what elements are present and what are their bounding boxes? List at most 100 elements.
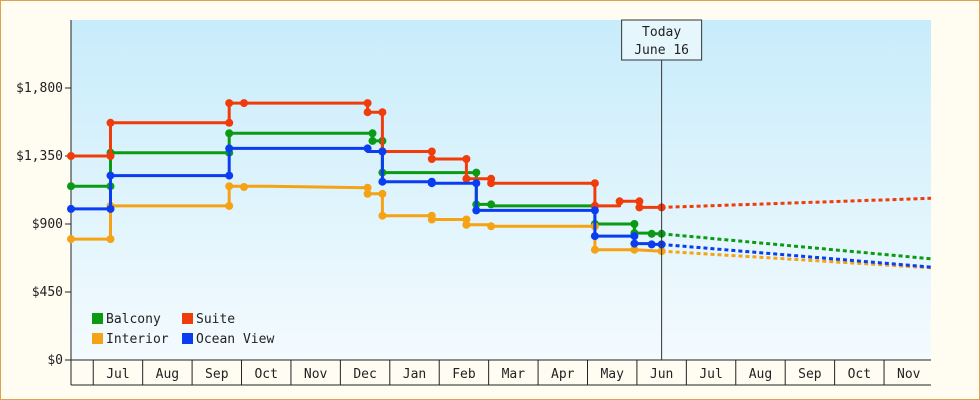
x-tick-label-sep: Sep — [205, 367, 229, 382]
legend-item-suite[interactable]: Suite — [182, 311, 235, 329]
data-point-interior[interactable] — [240, 183, 248, 191]
data-point-interior[interactable] — [225, 201, 234, 210]
data-point-balcony[interactable] — [67, 182, 75, 191]
data-point-interior[interactable] — [427, 215, 436, 224]
data-point-suite[interactable] — [106, 118, 115, 127]
x-tick-label-nov: Nov — [897, 367, 921, 382]
data-point-suite[interactable] — [635, 197, 644, 206]
y-tick-label: $450 — [32, 285, 63, 300]
data-point-ocean-view[interactable] — [378, 177, 387, 186]
x-tick-label-jan: Jan — [403, 367, 426, 382]
data-point-ocean-view[interactable] — [225, 171, 234, 180]
data-point-interior[interactable] — [378, 211, 387, 220]
data-point-interior[interactable] — [225, 182, 234, 191]
data-point-ocean-view[interactable] — [472, 206, 481, 215]
data-point-suite[interactable] — [67, 152, 75, 160]
data-point-ocean-view[interactable] — [647, 240, 656, 249]
data-point-balcony[interactable] — [225, 129, 234, 138]
data-point-interior[interactable] — [363, 189, 372, 198]
data-point-interior[interactable] — [487, 222, 496, 231]
data-point-ocean-view[interactable] — [590, 232, 599, 241]
data-point-suite[interactable] — [378, 108, 387, 117]
legend-label-interior: Interior — [106, 332, 169, 347]
x-axis: Jul Aug Sep Oct Nov Dec Jan Feb Mar Apr May Jun Jul A… — [71, 359, 931, 386]
today-marker: Today June 16 — [621, 19, 703, 360]
data-point-suite[interactable] — [462, 174, 471, 183]
x-tick-label-jul: Jul — [106, 367, 129, 382]
data-point-suite[interactable] — [225, 118, 234, 127]
data-point-balcony[interactable] — [487, 200, 496, 209]
x-tick-label-jul: Jul — [699, 367, 722, 382]
data-point-ocean-view[interactable] — [590, 206, 599, 215]
data-point-interior[interactable] — [630, 245, 639, 254]
legend-item-ocean-view[interactable]: Ocean View — [182, 331, 274, 349]
data-point-balcony[interactable] — [368, 129, 377, 138]
legend-swatch-ocean-view — [182, 333, 193, 344]
y-tick-label: $1,350 — [16, 149, 63, 164]
data-point-balcony[interactable] — [368, 136, 377, 145]
legend-label-suite: Suite — [196, 312, 236, 327]
data-point-suite[interactable] — [225, 99, 234, 108]
data-point-interior[interactable] — [590, 245, 599, 254]
data-point-suite[interactable] — [487, 179, 496, 188]
forecast-line-balcony — [661, 232, 932, 261]
x-tick-label-apr: Apr — [551, 367, 575, 382]
today-label: Today — [642, 25, 681, 40]
legend-label-ocean-view: Ocean View — [196, 332, 275, 347]
data-point-balcony[interactable] — [472, 168, 481, 177]
data-point-suite[interactable] — [462, 155, 471, 163]
x-tick-label-aug: Aug — [156, 367, 179, 382]
x-tick-label-oct: Oct — [254, 367, 277, 382]
legend-item-interior[interactable]: Interior — [92, 331, 169, 349]
data-point-interior[interactable] — [67, 235, 75, 244]
data-point-ocean-view[interactable] — [378, 147, 387, 156]
y-axis: $0 $450 $900 $1,350 $1,800 — [16, 20, 72, 385]
data-point-ocean-view[interactable] — [472, 179, 481, 188]
data-point-suite[interactable] — [635, 203, 644, 212]
data-point-balcony[interactable] — [647, 229, 656, 238]
series-ocean-view — [67, 144, 932, 269]
data-point-suite[interactable] — [615, 197, 624, 206]
y-tick-label: $0 — [47, 353, 63, 368]
data-point-suite[interactable] — [363, 99, 372, 108]
data-point-interior[interactable] — [462, 220, 471, 229]
legend-swatch-interior — [92, 333, 103, 344]
data-point-suite[interactable] — [363, 108, 372, 117]
data-point-ocean-view[interactable] — [630, 239, 639, 248]
today-box — [621, 19, 703, 61]
today-date: June 16 — [634, 43, 689, 58]
data-point-suite[interactable] — [427, 147, 436, 156]
data-point-balcony[interactable] — [630, 220, 639, 228]
data-point-suite[interactable] — [427, 155, 436, 163]
y-tick-label: $900 — [32, 217, 63, 232]
legend-item-balcony[interactable]: Balcony — [92, 311, 161, 329]
data-point-interior[interactable] — [378, 189, 387, 198]
x-tick-label-oct: Oct — [848, 367, 871, 382]
data-point-interior[interactable] — [363, 183, 372, 192]
data-point-suite[interactable] — [590, 179, 599, 188]
x-tick-label-nov: Nov — [304, 367, 328, 382]
data-point-ocean-view[interactable] — [67, 204, 75, 213]
x-tick-label-may: May — [600, 367, 624, 382]
data-point-ocean-view[interactable] — [363, 144, 372, 153]
data-point-suite[interactable] — [106, 152, 115, 160]
legend-swatch-suite — [182, 313, 193, 324]
forecast-line-ocean-view — [661, 242, 932, 269]
y-tick-label: $1,800 — [16, 81, 63, 96]
legend-swatch-balcony — [92, 313, 103, 324]
forecast-line-interior — [661, 249, 932, 270]
x-tick-label-dec: Dec — [353, 367, 376, 382]
data-point-interior[interactable] — [106, 235, 115, 244]
data-point-ocean-view[interactable] — [106, 171, 115, 180]
data-point-suite[interactable] — [240, 99, 248, 108]
forecast-line-suite — [661, 196, 932, 209]
plot-area — [71, 20, 931, 360]
data-point-ocean-view[interactable] — [630, 232, 639, 241]
x-tick-label-sep: Sep — [798, 367, 822, 382]
x-tick-label-mar: Mar — [502, 367, 526, 382]
data-point-ocean-view[interactable] — [106, 204, 115, 213]
data-point-ocean-view[interactable] — [225, 144, 234, 153]
legend-label-balcony: Balcony — [106, 312, 161, 327]
data-point-ocean-view[interactable] — [427, 179, 436, 188]
